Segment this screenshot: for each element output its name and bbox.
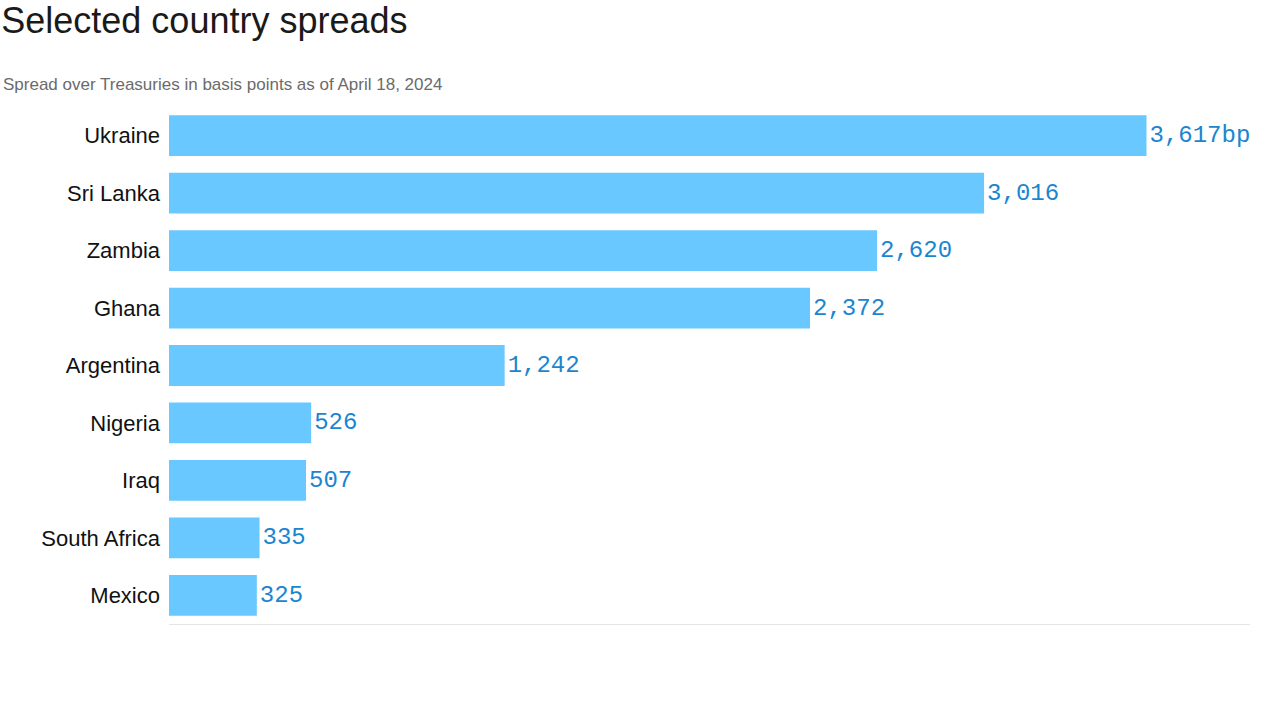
svg-text:South Africa: South Africa bbox=[41, 526, 160, 551]
svg-text:Selected country spreads: Selected country spreads bbox=[1, 0, 407, 41]
svg-text:2,372: 2,372 bbox=[813, 295, 885, 322]
svg-text:Nigeria: Nigeria bbox=[90, 411, 160, 436]
svg-text:Zambia: Zambia bbox=[87, 238, 161, 263]
svg-text:2,620: 2,620 bbox=[880, 237, 952, 264]
svg-text:Iraq: Iraq bbox=[122, 468, 160, 493]
svg-text:Sri Lanka: Sri Lanka bbox=[67, 181, 161, 206]
svg-text:3,016: 3,016 bbox=[987, 180, 1059, 207]
svg-text:335: 335 bbox=[263, 524, 306, 551]
svg-text:325: 325 bbox=[260, 582, 303, 609]
svg-text:Ukraine: Ukraine bbox=[84, 123, 160, 148]
svg-text:526: 526 bbox=[314, 409, 357, 436]
svg-text:1,242: 1,242 bbox=[508, 352, 580, 379]
svg-text:Argentina: Argentina bbox=[66, 353, 161, 378]
svg-text:Mexico: Mexico bbox=[90, 583, 160, 608]
svg-text:Spread over Treasuries in basi: Spread over Treasuries in basis points a… bbox=[3, 75, 442, 94]
svg-text:507: 507 bbox=[309, 467, 352, 494]
svg-text:Ghana: Ghana bbox=[94, 296, 161, 321]
svg-text:3,617bp: 3,617bp bbox=[1149, 122, 1250, 149]
